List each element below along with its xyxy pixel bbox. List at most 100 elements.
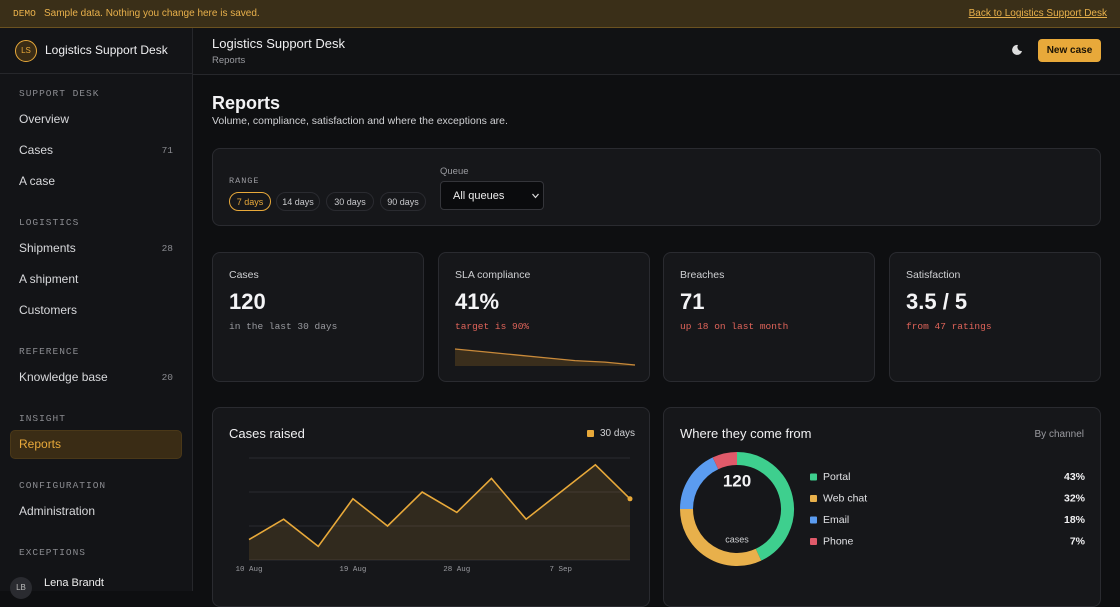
sparkline-line <box>454 348 636 366</box>
chart-title: Where they come from <box>680 426 812 441</box>
nav-section: CONFIGURATION <box>19 480 107 491</box>
x-tick-label: 28 Aug <box>443 566 470 574</box>
new-case-button[interactable]: New case <box>1038 39 1101 62</box>
legend-label: 30 days <box>600 428 636 439</box>
legend-label: Email <box>823 514 849 526</box>
nav-count: 28 <box>161 242 173 254</box>
kpi-label: SLA compliance <box>455 269 531 281</box>
nav-active <box>10 429 182 459</box>
demo-banner: DEMO Sample data. Nothing you change her… <box>0 0 1120 28</box>
value-label: 32% <box>1064 492 1086 504</box>
kpi-value: 71 <box>680 289 705 314</box>
legend-swatch <box>810 538 817 545</box>
kpi-note: target is 90% <box>455 321 530 332</box>
nav-item[interactable]: Knowledge base <box>19 369 108 384</box>
donut-slice <box>680 457 719 510</box>
nav-item[interactable]: Reports <box>19 436 62 451</box>
nav-section: REFERENCE <box>19 346 80 357</box>
kpi-label: Cases <box>229 269 259 281</box>
queue-select[interactable]: All queues <box>440 181 544 210</box>
app-name: Logistics Support Desk <box>45 43 168 57</box>
top-header: Logistics Support Desk Reports New case <box>193 28 1120 75</box>
donut-total: 120 <box>723 471 751 490</box>
queue-label: Queue <box>440 166 469 177</box>
legend-swatch <box>810 516 817 524</box>
range-pill[interactable]: 14 days <box>276 192 320 211</box>
range-pill[interactable]: 90 days <box>380 192 426 211</box>
range-label: RANGE <box>229 176 260 186</box>
donut-slice <box>712 452 738 470</box>
nav-item[interactable]: Cases <box>19 142 54 157</box>
kpi-note: up 18 on last month <box>680 321 789 332</box>
line-area <box>249 464 630 560</box>
range-pill[interactable]: 30 days <box>326 192 374 211</box>
kpi-label: Satisfaction <box>906 269 961 281</box>
value-label: 43% <box>1064 471 1086 483</box>
queue-value: All queues <box>453 190 505 202</box>
divider <box>0 73 192 74</box>
donut-slice <box>736 452 794 561</box>
x-tick-label: 7 Sep <box>549 566 572 574</box>
kpi-card: SLA compliance 41% target is 90% <box>438 252 650 382</box>
header-title: Logistics Support Desk <box>212 36 345 51</box>
page-title: Reports <box>212 93 281 113</box>
app-logo: LS <box>15 40 37 62</box>
chart-subtitle: By channel <box>1034 429 1084 440</box>
nav-item[interactable]: A case <box>19 173 56 188</box>
line-series <box>248 463 631 548</box>
user-avatar: LB <box>10 577 32 599</box>
select-caret <box>532 193 539 199</box>
chart-title: Cases raised <box>229 426 305 441</box>
kpi-note: from 47 ratings <box>906 321 992 332</box>
kpi-label: Breaches <box>680 269 725 281</box>
nav-section: LOGISTICS <box>19 217 80 228</box>
kpi-card: Satisfaction 3.5 / 5 from 47 ratings <box>889 252 1101 382</box>
channel-card: Where they come from By channel Portal 43… <box>663 407 1101 607</box>
nav: SUPPORT DESK Overview Cases 71 A case LOGISTI… <box>0 28 192 591</box>
cases-card: Cases raised 30 days 10 Aug 19 Aug 28 Aug 7… <box>212 407 650 607</box>
line-chart: 10 Aug 19 Aug 28 Aug 7 Sep <box>235 457 633 574</box>
nav-item[interactable]: Shipments <box>19 240 76 255</box>
legend-swatch <box>810 473 817 481</box>
nav-section: INSIGHT <box>19 413 66 424</box>
nav-item[interactable]: A shipment <box>19 271 79 286</box>
sparkline <box>454 348 636 366</box>
nav-item[interactable]: Administration <box>19 503 96 518</box>
range-pill[interactable]: 7 days <box>229 192 271 211</box>
donut-chart: Portal 43% Web chat 32% Email 18% Phone 7% 120 ca… <box>680 452 1086 566</box>
kpi-card: Cases 120 in the last 30 days <box>212 252 424 382</box>
legend-label: Web chat <box>823 492 867 504</box>
kpi-value: 41% <box>455 289 500 314</box>
kpi-value: 3.5 / 5 <box>906 289 968 314</box>
page-subtitle: Volume, compliance, satisfaction and whe… <box>212 115 508 127</box>
nav-item[interactable]: Overview <box>19 111 70 126</box>
demo-tag: DEMO <box>13 8 36 19</box>
kpi-note: in the last 30 days <box>229 321 338 332</box>
value-label: 18% <box>1064 514 1086 526</box>
x-tick-label: 19 Aug <box>339 566 366 574</box>
last-point <box>627 496 633 502</box>
donut-slice <box>680 508 762 566</box>
legend-label: Phone <box>823 535 854 547</box>
demo-text: Sample data. Nothing you change here is … <box>44 8 260 19</box>
legend-swatch <box>587 430 594 437</box>
nav-count: 71 <box>161 144 173 156</box>
nav-item[interactable]: Customers <box>19 302 78 317</box>
breadcrumb: Reports <box>212 55 246 66</box>
user-name: Lena Brandt <box>44 577 104 589</box>
filters-card: RANGE Queue All queues 7 days 14 days 30 d… <box>212 148 1101 226</box>
value-label: 7% <box>1070 535 1086 547</box>
theme-toggle[interactable] <box>1011 44 1023 56</box>
back-link[interactable]: Back to Logistics Support Desk <box>968 8 1107 19</box>
nav-section: EXCEPTIONS <box>19 547 87 558</box>
sidebar: LS Logistics Support Desk SUPPORT DESK Ov… <box>0 28 193 599</box>
x-tick-label: 10 Aug <box>235 566 262 574</box>
donut-caption: cases <box>725 534 749 544</box>
moon-icon <box>1012 44 1022 55</box>
nav-count: 20 <box>161 371 173 383</box>
nav-section: SUPPORT DESK <box>19 88 100 99</box>
legend-swatch <box>810 495 817 502</box>
legend-label: Portal <box>823 471 850 483</box>
